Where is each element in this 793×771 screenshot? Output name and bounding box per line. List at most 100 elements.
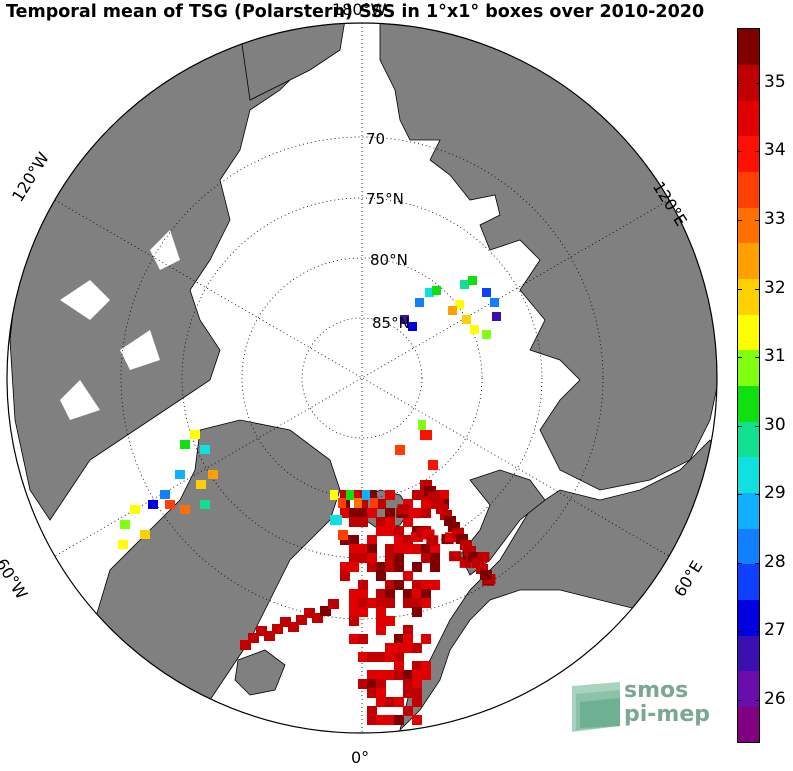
colorbar-segment <box>738 278 759 315</box>
colorbar-segment <box>738 171 759 208</box>
sss-box <box>445 532 458 543</box>
colorbar-tick-mark <box>755 631 759 633</box>
colorbar-tick-label: 26 <box>764 688 786 709</box>
sss-box <box>428 492 440 502</box>
sss-box <box>394 634 404 644</box>
sss-box <box>412 679 422 689</box>
sss-box <box>376 571 386 581</box>
sss-box <box>175 470 185 479</box>
sss-box <box>358 508 368 518</box>
sss-box <box>422 529 435 540</box>
sss-box <box>376 625 386 635</box>
sss-box <box>403 535 413 545</box>
sss-box <box>385 589 395 599</box>
colorbar-tick-mark <box>738 631 742 633</box>
sss-box <box>449 551 462 562</box>
lat-label-85: 85°N <box>372 314 410 332</box>
sss-box <box>480 570 492 580</box>
colorbar-tick-label: 27 <box>764 620 786 641</box>
sss-box <box>385 652 395 662</box>
sss-box <box>272 624 283 634</box>
sss-box <box>394 643 404 653</box>
sss-box <box>403 517 413 527</box>
logo-text-pimep: pi-mep <box>624 702 711 727</box>
colorbar-tick-label: 35 <box>764 71 786 92</box>
sss-box <box>376 562 386 572</box>
sss-box <box>376 607 386 617</box>
sss-box <box>346 490 354 500</box>
sss-box <box>370 498 378 508</box>
sss-box <box>208 470 218 479</box>
sss-box <box>395 445 405 455</box>
colorbar-segment <box>738 599 759 636</box>
sss-box <box>320 606 331 616</box>
colorbar-tick-mark <box>755 357 759 359</box>
sss-box <box>385 580 395 590</box>
sss-box <box>430 562 440 572</box>
sss-box <box>367 688 377 698</box>
sss-box <box>349 535 359 545</box>
sss-box <box>340 508 350 518</box>
colorbar-tick-mark <box>755 82 759 84</box>
colorbar-segment <box>738 207 759 244</box>
sss-box <box>477 552 490 563</box>
sss-box <box>403 670 413 680</box>
sss-box <box>130 505 140 514</box>
sss-box <box>420 430 432 440</box>
colorbar-tick-label: 29 <box>764 483 786 504</box>
sss-box <box>412 490 422 500</box>
sss-box <box>412 562 422 572</box>
sss-box <box>415 298 424 307</box>
sss-box <box>418 420 426 430</box>
sss-box <box>476 564 488 574</box>
sss-box <box>358 634 368 644</box>
sss-box <box>362 490 370 500</box>
sss-box <box>330 490 338 500</box>
colorbar-tick-mark <box>738 562 742 564</box>
sss-box <box>367 553 377 563</box>
sss-box <box>394 697 404 707</box>
sss-box <box>408 508 421 519</box>
sss-box <box>160 490 170 499</box>
sss-box <box>394 535 404 545</box>
sss-box <box>412 589 422 599</box>
sss-box <box>421 589 431 599</box>
sss-box <box>385 508 395 518</box>
sss-box <box>367 535 377 545</box>
sss-box <box>412 697 422 707</box>
sss-box <box>367 706 377 716</box>
sss-box <box>349 598 359 608</box>
sss-box <box>470 325 479 334</box>
sss-box <box>412 643 422 653</box>
colorbar-segment <box>738 528 759 565</box>
sss-box <box>349 553 359 563</box>
sss-box <box>400 315 409 324</box>
colorbar-tick-label: 28 <box>764 551 786 572</box>
sss-box <box>403 706 413 716</box>
sss-box <box>459 557 472 568</box>
colorbar-tick-mark <box>738 151 742 153</box>
sss-box <box>349 508 359 518</box>
sss-box <box>448 306 457 315</box>
sss-box <box>376 616 386 626</box>
sss-box <box>394 715 404 725</box>
sss-box <box>330 515 342 525</box>
colorbar-tick-mark <box>738 82 742 84</box>
sss-box <box>430 553 440 563</box>
sss-box <box>421 670 431 680</box>
sss-box <box>358 544 368 554</box>
sss-box <box>367 715 377 725</box>
sss-box <box>376 670 386 680</box>
sss-box <box>376 499 386 509</box>
sss-box <box>385 598 395 608</box>
sss-box <box>432 286 441 295</box>
sss-box <box>165 500 175 509</box>
colorbar-segment <box>738 421 759 458</box>
sss-box <box>421 544 431 554</box>
lon-label-180w: 180°W <box>332 0 387 19</box>
sss-box <box>180 440 190 449</box>
sss-box <box>412 715 422 725</box>
sss-box <box>490 298 499 307</box>
sss-box <box>421 580 431 590</box>
